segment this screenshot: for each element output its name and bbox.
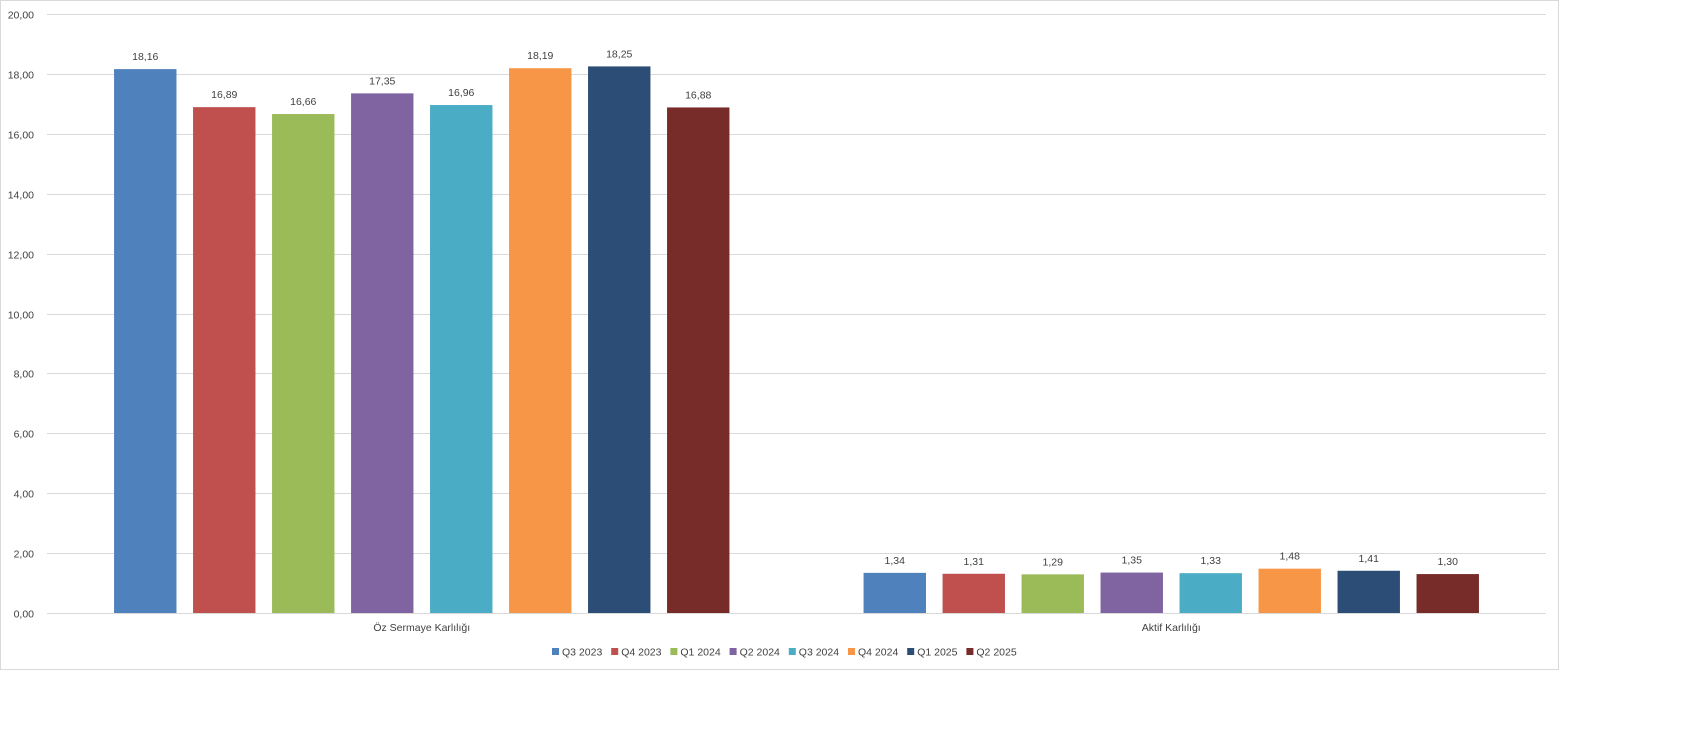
legend: Q3 2023 Q4 2023 Q1 2024 Q2 2024 Q3 2024 Q4 20… <box>552 647 1017 659</box>
bar-chart: 0,00 2,00 4,00 6,00 8,00 10,00 12,00 14,00 16,00… <box>8 10 1546 659</box>
bar <box>1100 572 1163 613</box>
data-label: 1,34 <box>885 555 906 567</box>
data-label: 16,88 <box>685 89 711 101</box>
data-label: 1,31 <box>964 556 985 568</box>
data-label: 18,25 <box>606 48 632 60</box>
y-tick-label: 18,00 <box>8 70 34 82</box>
legend-label: Q3 2024 <box>799 647 839 659</box>
y-tick-label: 10,00 <box>8 310 34 322</box>
y-axis-tick-labels: 0,00 2,00 4,00 6,00 8,00 10,00 12,00 14,00 16,00… <box>8 10 34 621</box>
legend-label: Q4 2023 <box>621 647 661 659</box>
x-axis-category-labels: Öz Sermaye Karlılığı Aktif Karlılığı <box>373 622 1200 634</box>
legend-swatch <box>848 648 855 655</box>
data-label: 18,19 <box>527 50 553 62</box>
bars <box>114 66 1479 614</box>
y-tick-label: 6,00 <box>14 429 35 441</box>
data-label: 1,48 <box>1280 551 1301 563</box>
bar <box>1258 568 1321 613</box>
bar <box>942 573 1005 613</box>
legend-label: Q1 2024 <box>680 647 720 659</box>
bar <box>114 69 177 614</box>
legend-swatch <box>670 648 678 655</box>
y-tick-label: 0,00 <box>14 609 35 621</box>
bar <box>351 93 414 614</box>
bar <box>193 107 256 613</box>
y-tick-label: 14,00 <box>8 190 34 202</box>
data-label: 16,96 <box>448 87 474 99</box>
y-tick-label: 8,00 <box>14 369 35 381</box>
bar <box>272 114 335 613</box>
legend-label: Q2 2024 <box>740 647 780 659</box>
legend-swatch <box>611 648 619 655</box>
bar <box>1337 570 1400 613</box>
y-tick-label: 20,00 <box>8 10 34 22</box>
bar <box>509 68 572 613</box>
data-label: 16,89 <box>211 89 237 101</box>
bar <box>1179 573 1242 613</box>
legend-label: Q3 2023 <box>562 647 602 659</box>
legend-swatch <box>966 648 974 655</box>
data-label: 18,16 <box>132 51 158 63</box>
legend-swatch <box>729 648 737 655</box>
data-label: 1,30 <box>1438 556 1459 568</box>
chart-frame: 0,00 2,00 4,00 6,00 8,00 10,00 12,00 14,00 16,00… <box>0 0 1559 670</box>
data-label: 1,29 <box>1043 556 1064 568</box>
gridlines <box>47 14 1546 614</box>
bar <box>1021 574 1084 613</box>
x-category-label: Aktif Karlılığı <box>1142 622 1201 634</box>
y-tick-label: 16,00 <box>8 130 34 142</box>
data-label: 1,35 <box>1122 555 1143 567</box>
x-category-label: Öz Sermaye Karlılığı <box>373 622 470 634</box>
y-tick-label: 2,00 <box>14 549 35 561</box>
bar <box>430 105 493 614</box>
data-label: 1,33 <box>1201 555 1222 567</box>
legend-swatch <box>552 648 559 655</box>
data-label: 1,41 <box>1359 553 1380 565</box>
data-label: 16,66 <box>290 96 316 108</box>
y-tick-label: 12,00 <box>8 250 34 262</box>
legend-label: Q1 2025 <box>917 647 957 659</box>
bar <box>588 66 651 613</box>
bar <box>1416 574 1479 613</box>
data-labels: 18,16 16,89 16,66 17,35 16,96 18,19 18,25 16,88… <box>132 48 1458 568</box>
bar <box>667 107 730 613</box>
legend-label: Q2 2025 <box>976 647 1016 659</box>
legend-swatch <box>788 648 796 655</box>
legend-swatch <box>907 648 915 655</box>
bar <box>863 572 926 613</box>
data-label: 17,35 <box>369 75 395 87</box>
legend-label: Q4 2024 <box>858 647 898 659</box>
y-tick-label: 4,00 <box>14 489 35 501</box>
